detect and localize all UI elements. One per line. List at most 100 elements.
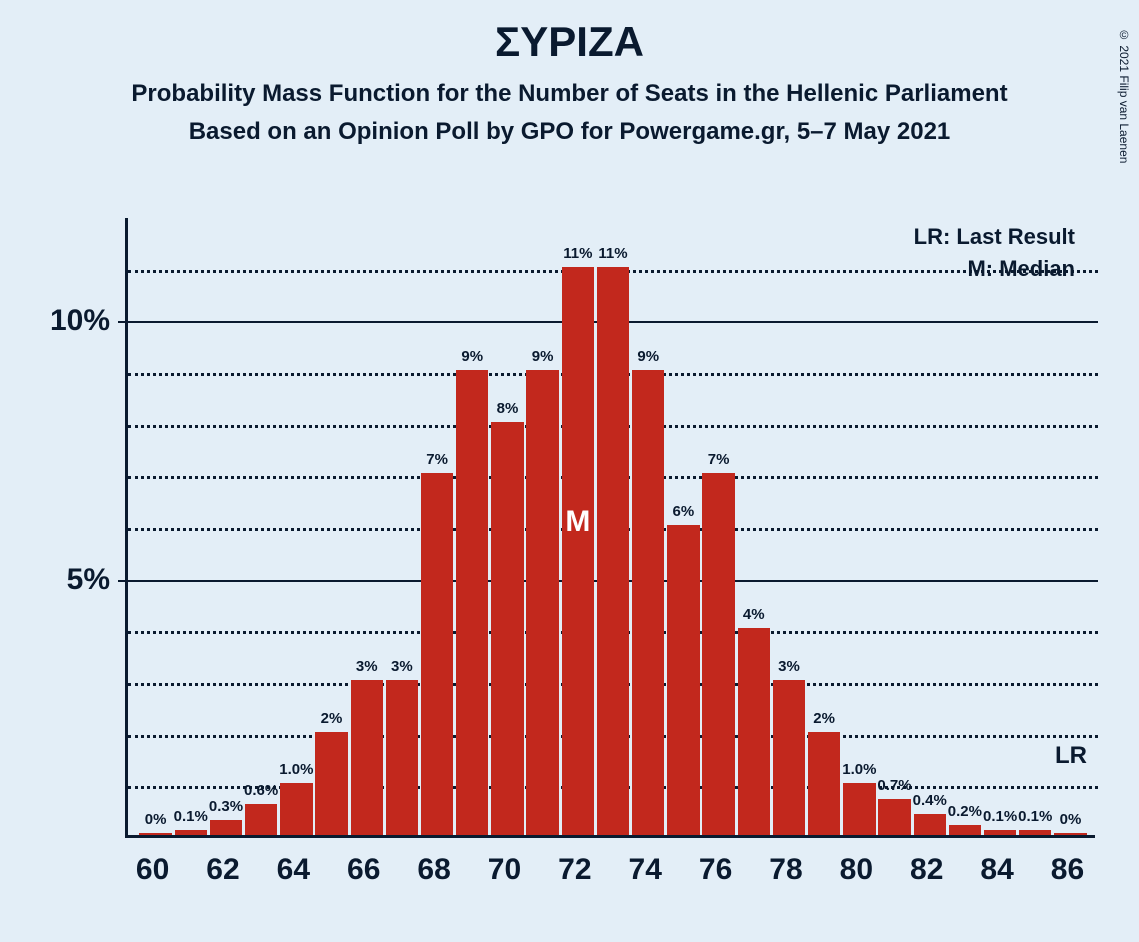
bar-value-label: 2% [321, 710, 343, 727]
bar: 0% [1054, 833, 1086, 835]
bar-value-label: 4% [743, 606, 765, 623]
bar-value-label: 1.0% [842, 761, 876, 778]
bar-value-label: 0.4% [913, 792, 947, 809]
x-axis-label: 62 [205, 853, 240, 887]
bar-value-label: 0% [145, 811, 167, 828]
bar-wrap: 0.3% [208, 820, 243, 836]
bar-wrap: 1.0% [279, 783, 314, 835]
x-axis-label: 66 [346, 853, 381, 887]
bar-wrap: 8% [490, 422, 525, 835]
x-axis-label: 80 [839, 853, 874, 887]
x-axis-label [311, 853, 346, 887]
bar: 7% [421, 473, 453, 835]
bar-value-label: 0.3% [209, 798, 243, 815]
bar-wrap: 7% [701, 473, 736, 835]
x-axis-label: 78 [768, 853, 803, 887]
bar: 9% [526, 370, 558, 835]
bar: 0.3% [210, 820, 242, 836]
x-axis-label [592, 853, 627, 887]
bar: 1.0% [843, 783, 875, 835]
x-axis-label: 84 [980, 853, 1015, 887]
x-axis-label [522, 853, 557, 887]
x-axis-label [170, 853, 205, 887]
bar: 3% [386, 680, 418, 835]
chart-subtitle-1: Probability Mass Function for the Number… [0, 80, 1139, 108]
bar-wrap: 3% [349, 680, 384, 835]
x-axis-label [241, 853, 276, 887]
x-axis-label: 74 [628, 853, 663, 887]
bar: 0.1% [984, 830, 1016, 835]
bar-value-label: 0.6% [244, 782, 278, 799]
bar-wrap: 0% [138, 833, 173, 835]
x-axis-label: 64 [276, 853, 311, 887]
bar-value-label: 9% [461, 348, 483, 365]
bar-wrap: 0.1% [983, 830, 1018, 835]
bar: 0.7% [878, 799, 910, 835]
bar-wrap: 0.2% [947, 825, 982, 835]
bar-wrap: 3% [771, 680, 806, 835]
x-axis-label: 82 [909, 853, 944, 887]
x-axis-label: 68 [417, 853, 452, 887]
chart-subtitle-2: Based on an Opinion Poll by GPO for Powe… [0, 118, 1139, 146]
bar-wrap: 11% [595, 267, 630, 835]
bar: 2% [808, 732, 840, 835]
bar-wrap: 11%M [560, 267, 595, 835]
bar: 0.6% [245, 804, 277, 835]
bar-wrap: 4% [736, 628, 771, 835]
bar-value-label: 3% [391, 658, 413, 675]
lr-marker: LR [1055, 742, 1087, 770]
bar-value-label: 2% [813, 710, 835, 727]
x-axis-label: 70 [487, 853, 522, 887]
bar: 0.1% [175, 830, 207, 835]
bars-container: 0%0.1%0.3%0.6%1.0%2%3%3%7%9%8%9%11%M11%9… [138, 215, 1088, 835]
median-marker: M [565, 505, 590, 539]
bar-wrap: 0% [1053, 833, 1088, 835]
bar-value-label: 0.1% [1018, 808, 1052, 825]
bar: 11%M [562, 267, 594, 835]
x-axis-label [381, 853, 416, 887]
bar: 9% [456, 370, 488, 835]
bar-wrap: 2% [807, 732, 842, 835]
chart-title: ΣΥΡΙΖΑ [0, 18, 1139, 66]
bar: 1.0% [280, 783, 312, 835]
x-axis-label [804, 853, 839, 887]
bar-wrap: 0.1% [173, 830, 208, 835]
bar: 3% [773, 680, 805, 835]
bar-value-label: 3% [356, 658, 378, 675]
bar: 6% [667, 525, 699, 835]
bar-wrap: 0.6% [244, 804, 279, 835]
bar-value-label: 0.7% [877, 777, 911, 794]
bar-wrap: 3% [384, 680, 419, 835]
bar: 8% [491, 422, 523, 835]
x-axis-label: 60 [135, 853, 170, 887]
bar: 0% [139, 833, 171, 835]
y-tick [118, 580, 128, 582]
bar-wrap: 0.4% [912, 814, 947, 835]
x-axis-label: 86 [1050, 853, 1085, 887]
x-axis-label [944, 853, 979, 887]
bar: 11% [597, 267, 629, 835]
bar-value-label: 9% [637, 348, 659, 365]
x-axis-label: 72 [557, 853, 592, 887]
x-axis-label [452, 853, 487, 887]
x-axis-label [874, 853, 909, 887]
bar-value-label: 6% [673, 503, 695, 520]
x-axis-label [1015, 853, 1050, 887]
x-axis-labels: 60 62 64 66 68 70 72 74 76 78 80 82 84 86 [135, 853, 1085, 887]
bar: 3% [351, 680, 383, 835]
bar-value-label: 3% [778, 658, 800, 675]
y-tick [118, 321, 128, 323]
bar-wrap: 0.1% [1018, 830, 1053, 835]
x-axis-label [733, 853, 768, 887]
bar-value-label: 0.2% [948, 803, 982, 820]
x-axis-label [663, 853, 698, 887]
bar-wrap: 9% [525, 370, 560, 835]
x-axis-label: 76 [698, 853, 733, 887]
plot-region: 0%0.1%0.3%0.6%1.0%2%3%3%7%9%8%9%11%M11%9… [125, 218, 1095, 838]
bar-wrap: 0.7% [877, 799, 912, 835]
bar: 4% [738, 628, 770, 835]
bar-value-label: 7% [708, 451, 730, 468]
bar-wrap: 9% [631, 370, 666, 835]
chart-area: LR: Last Result M: Median 0%0.1%0.3%0.6%… [125, 218, 1095, 838]
bar-value-label: 8% [497, 400, 519, 417]
